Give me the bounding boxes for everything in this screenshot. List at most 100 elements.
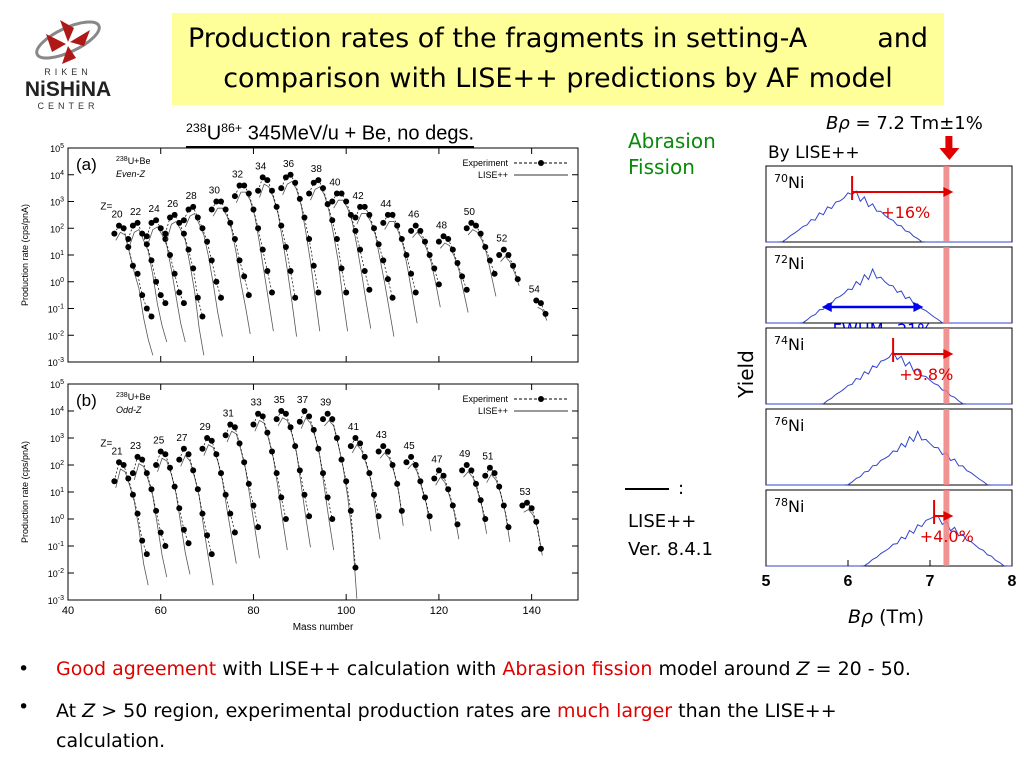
data-point xyxy=(157,292,164,299)
brho-panel-frame xyxy=(765,246,1013,324)
brho-panel-72Ni: 72NiFWHM=21% xyxy=(765,246,1013,339)
lise-curve-z24 xyxy=(147,226,186,343)
data-point xyxy=(134,219,141,226)
lise-curve-z48 xyxy=(439,242,469,313)
data-point xyxy=(482,243,489,250)
bullet-2-z: Z xyxy=(82,700,96,722)
data-point xyxy=(139,230,146,237)
panel-parity: Even-Z xyxy=(116,169,146,179)
y-tick-label: 10-1 xyxy=(48,541,64,552)
bullet-dot: • xyxy=(18,658,30,680)
data-point xyxy=(486,257,493,264)
data-point xyxy=(157,225,164,232)
data-point xyxy=(134,453,141,460)
data-point xyxy=(292,179,299,186)
data-point xyxy=(296,418,303,425)
x-tick-label: 120 xyxy=(430,605,448,617)
experiment-curve-z37 xyxy=(299,410,333,520)
reaction-mass: 238 xyxy=(186,121,207,135)
data-point xyxy=(440,472,447,479)
z-label: 33 xyxy=(251,398,263,409)
data-point xyxy=(449,502,456,509)
x-tick-label: 60 xyxy=(155,605,167,617)
lise-curve-z42 xyxy=(356,213,395,337)
brho-selection-band xyxy=(943,490,950,566)
title-text-and: and xyxy=(877,23,928,54)
lise-curve-z40 xyxy=(333,199,372,329)
z-label: 27 xyxy=(176,433,188,444)
data-point xyxy=(412,289,419,296)
lise-legend-colon: : xyxy=(678,478,685,499)
brho-axis-title: Bρ (Tm) xyxy=(848,606,924,628)
data-point xyxy=(343,289,350,296)
data-point xyxy=(357,203,364,210)
data-point xyxy=(194,294,201,301)
data-point xyxy=(343,198,350,205)
data-point xyxy=(269,448,275,455)
data-point xyxy=(153,462,160,468)
data-point xyxy=(204,238,211,245)
data-point xyxy=(435,281,442,288)
data-point xyxy=(347,443,354,450)
lise-curve-z41 xyxy=(351,444,381,540)
data-point xyxy=(278,408,285,414)
data-point xyxy=(357,246,364,253)
data-point xyxy=(222,206,229,213)
data-point xyxy=(333,190,340,197)
data-point xyxy=(120,225,127,232)
z-label: 39 xyxy=(320,398,332,409)
data-point xyxy=(398,235,405,242)
data-point xyxy=(500,502,507,509)
data-point xyxy=(273,470,280,477)
data-point xyxy=(120,462,127,468)
brho-selection-band xyxy=(943,166,950,242)
z-label: 24 xyxy=(149,204,161,215)
data-point xyxy=(143,551,150,558)
data-point xyxy=(473,480,479,487)
data-point xyxy=(296,467,303,474)
brho-distribution-chart: 70Ni +16% 72NiFWHM=21%74Ni +9.8% 76Ni 78Ni +4.… xyxy=(762,136,1017,590)
y-tick-label: 102 xyxy=(50,460,64,471)
legend-experiment-marker xyxy=(538,160,544,166)
z-prefix: Z= xyxy=(100,202,112,213)
lise-curve-z35 xyxy=(277,417,311,548)
data-point xyxy=(306,190,313,197)
data-point xyxy=(148,219,155,226)
title-line-1: Production rates of the fragments in set… xyxy=(172,23,944,54)
lise-curve-z38 xyxy=(310,186,348,332)
brho-tick-label: 5 xyxy=(762,573,771,590)
lise-version-label: Ver. 8.4.1 xyxy=(628,539,713,560)
data-point xyxy=(366,211,373,218)
y-tick-label: 103 xyxy=(50,197,64,208)
data-point xyxy=(519,502,526,509)
data-point xyxy=(533,297,540,304)
data-point xyxy=(278,494,285,501)
data-point xyxy=(176,456,183,463)
bullet-2-mid: > 50 region, experimental production rat… xyxy=(95,700,558,722)
data-point xyxy=(426,252,433,258)
experiment-curve-z50 xyxy=(466,222,495,274)
data-point xyxy=(162,230,169,237)
data-point xyxy=(227,510,234,517)
z-label: 38 xyxy=(311,164,323,175)
y-tick-label: 100 xyxy=(50,514,64,525)
lise-curve-z26 xyxy=(166,221,205,356)
riken-nishina-logo: RIKEN NiSHiNA CENTER xyxy=(18,12,118,112)
data-point xyxy=(468,467,475,474)
data-point xyxy=(389,211,396,218)
shift-arrow-head xyxy=(943,187,954,197)
data-point xyxy=(185,206,192,213)
data-point xyxy=(417,227,424,234)
data-point xyxy=(273,416,280,423)
data-point xyxy=(208,551,215,558)
y-tick-label: 10-3 xyxy=(48,357,64,368)
data-point xyxy=(329,198,336,205)
y-tick-label: 10-3 xyxy=(48,595,64,606)
data-point xyxy=(384,276,391,283)
z-label: 41 xyxy=(348,422,360,433)
data-point xyxy=(338,190,345,197)
data-point xyxy=(204,532,211,539)
brho-panel-78Ni: 78Ni +4.0% xyxy=(765,489,1013,567)
data-point xyxy=(282,410,289,417)
panel-reaction: 238U+Be xyxy=(116,392,150,402)
